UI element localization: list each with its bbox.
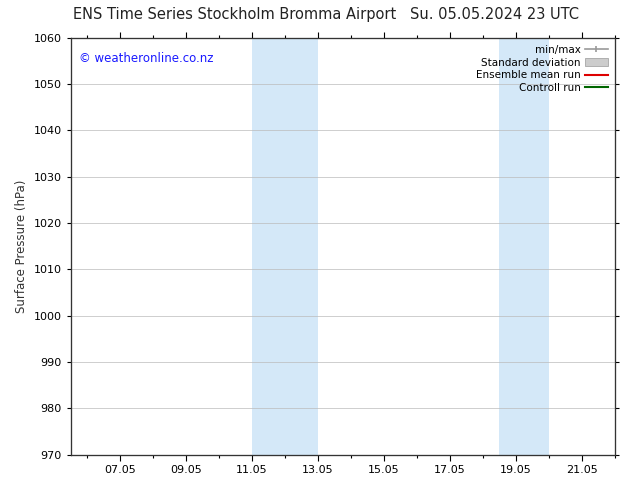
Text: © weatheronline.co.nz: © weatheronline.co.nz [79,52,214,65]
Bar [252,38,318,455]
Y-axis label: Surface Pressure (hPa): Surface Pressure (hPa) [15,179,28,313]
Text: ENS Time Series Stockholm Bromma Airport: ENS Time Series Stockholm Bromma Airport [73,7,396,23]
Bar [500,38,549,455]
Text: Su. 05.05.2024 23 UTC: Su. 05.05.2024 23 UTC [410,7,579,23]
Legend: min/max, Standard deviation, Ensemble mean run, Controll run: min/max, Standard deviation, Ensemble me… [474,43,610,95]
